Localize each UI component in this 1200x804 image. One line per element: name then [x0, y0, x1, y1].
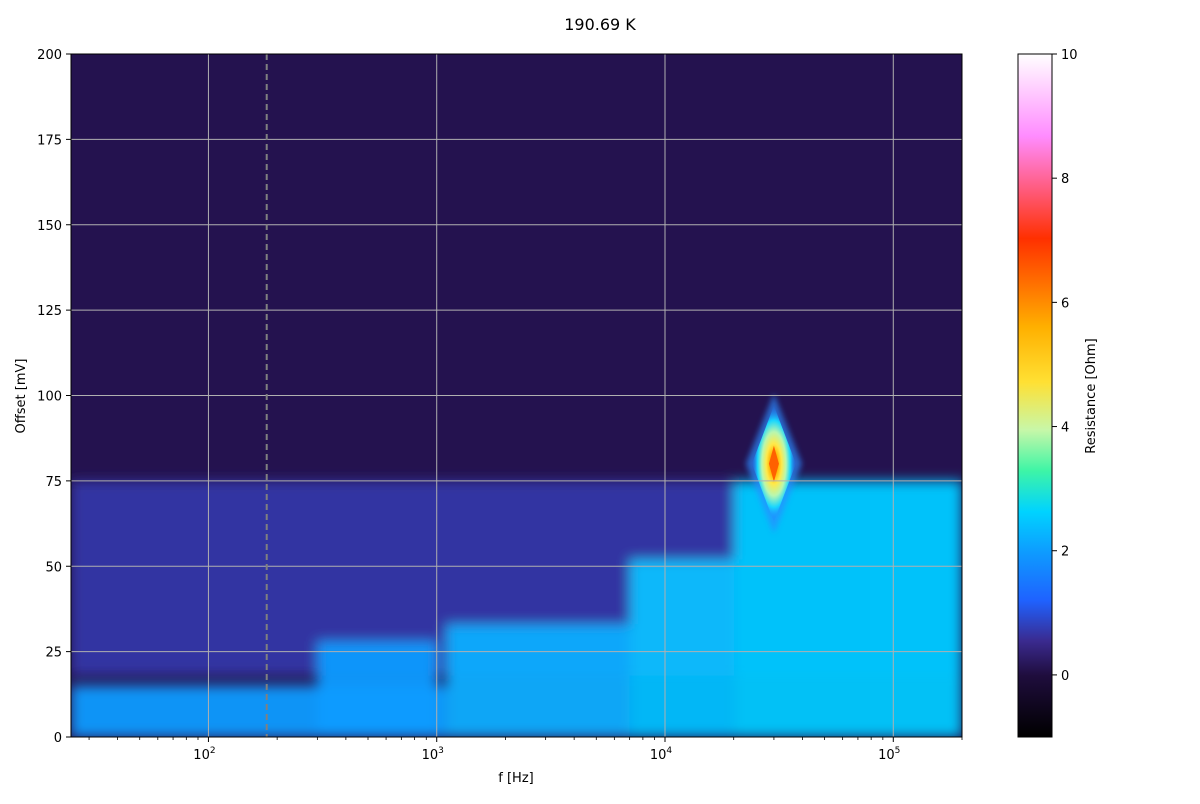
heatmap-region — [317, 641, 437, 737]
heatmap-region — [629, 559, 734, 737]
chart-title: 190.69 K — [564, 15, 636, 34]
heatmap-region — [733, 480, 962, 737]
colorbar-tick-label: 2 — [1061, 545, 1069, 560]
y-tick-label: 50 — [45, 560, 62, 575]
colorbar-label: Resistance [Ohm] — [1084, 338, 1099, 453]
colorbar-tick-label: 4 — [1061, 421, 1069, 436]
x-tick-exponent: 2 — [210, 746, 216, 756]
x-tick-exponent: 5 — [895, 746, 901, 756]
y-axis-ticks: 0 25 50 75 100 125 150 175 200 — [37, 48, 71, 746]
y-tick-label: 25 — [45, 646, 62, 661]
colorbar-gradient — [1017, 53, 1053, 738]
colorbar-tick-label: 0 — [1061, 669, 1069, 684]
x-axis-label: f [Hz] — [498, 771, 533, 786]
colorbar-tick-label: 6 — [1061, 296, 1069, 311]
y-tick-label: 175 — [37, 133, 62, 148]
x-tick-label: 102 — [193, 746, 215, 763]
x-tick-exponent: 4 — [666, 746, 672, 756]
x-tick-exponent: 3 — [438, 746, 444, 756]
x-tick-label: 105 — [878, 746, 900, 763]
y-tick-label: 0 — [54, 731, 62, 746]
y-tick-label: 150 — [37, 219, 62, 234]
hotspot-core — [768, 445, 779, 482]
colorbar-tick-label: 10 — [1061, 48, 1078, 63]
colorbar: 0 2 4 6 8 10 Resistance [Ohm] — [1017, 48, 1099, 738]
x-tick-label: 104 — [650, 746, 673, 763]
x-axis-ticks: 102 103 104 105 — [88, 737, 963, 763]
colorbar-tick-label: 8 — [1061, 172, 1069, 187]
hotspot — [745, 393, 802, 534]
colorbar-ticks: 0 2 4 6 8 10 — [1052, 48, 1078, 684]
heatmap-regions — [71, 480, 962, 737]
x-tick-label: 103 — [422, 746, 444, 763]
y-axis-label: Offset [mV] — [14, 359, 29, 434]
y-tick-label: 125 — [37, 304, 62, 319]
y-tick-label: 100 — [37, 390, 62, 405]
y-tick-label: 200 — [37, 48, 62, 63]
y-tick-label: 75 — [45, 475, 62, 490]
heatmap-region — [446, 624, 630, 737]
